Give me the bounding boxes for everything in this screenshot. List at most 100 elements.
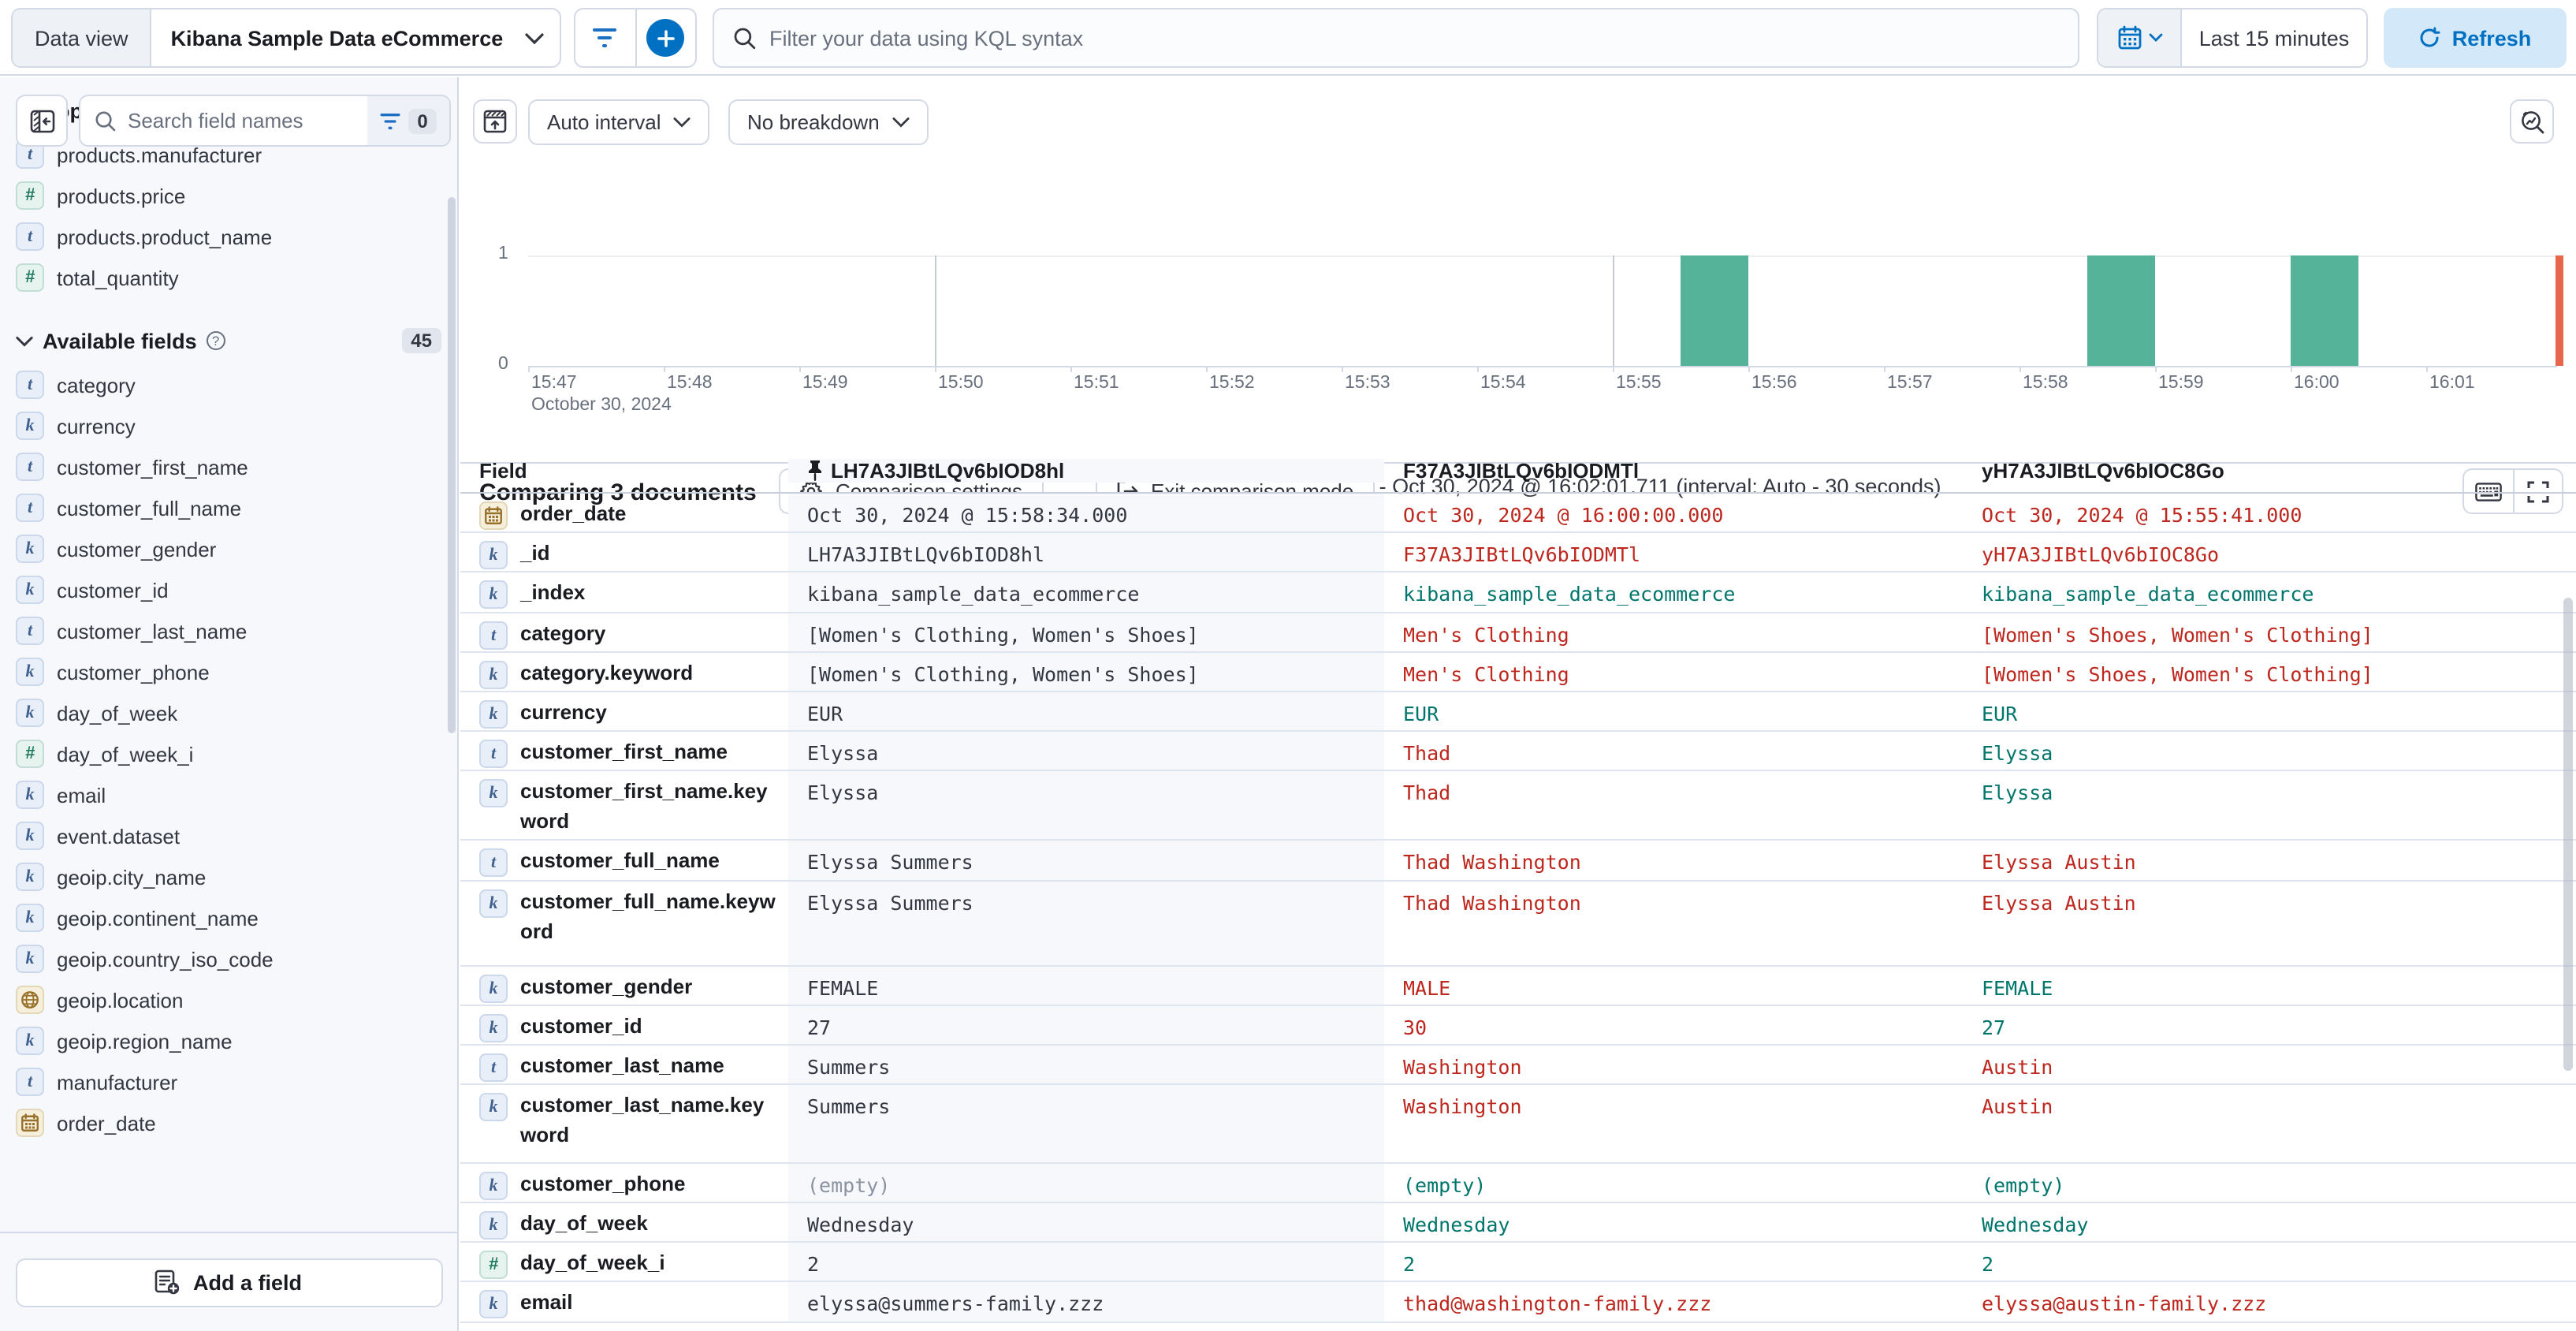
keyword-field-icon: k <box>16 576 44 604</box>
field-list-item[interactable]: t products.manufacturer <box>0 134 457 175</box>
field-list-item[interactable]: k customer_id <box>0 569 457 610</box>
base-doc-cell: FEMALE <box>788 967 1384 1005</box>
data-view-selector[interactable]: Kibana Sample Data eCommerce <box>152 26 560 50</box>
base-doc-cell: (empty) <box>788 1164 1384 1202</box>
filters-button[interactable] <box>575 9 635 66</box>
field-label: day_of_week <box>57 701 178 725</box>
available-fields-header[interactable]: Available fields ? 45 <box>0 323 457 358</box>
fields-sidebar: Search field names 0 Popular fields ? 4 … <box>0 77 459 1331</box>
field-list-item[interactable]: # total_quantity <box>0 257 457 298</box>
table-row: k _index kibana_sample_data_ecommerce kiban… <box>460 572 2576 613</box>
field-list-item[interactable]: # day_of_week_i <box>0 733 457 774</box>
doc-id-2[interactable]: yH7A3JIBtLQv6bIOC8Go <box>1982 459 2224 483</box>
field-list-item[interactable]: t category <box>0 364 457 405</box>
field-list-item[interactable]: k geoip.region_name <box>0 1020 457 1061</box>
keyword-field-icon: k <box>479 975 508 1003</box>
comparison-doc-value: Thad <box>1403 741 1451 765</box>
field-list-item[interactable]: t customer_first_name <box>0 446 457 487</box>
fullscreen-button[interactable] <box>2512 470 2562 513</box>
sidebar-scrollbar[interactable] <box>448 197 456 733</box>
field-name-cell: t customer_last_name <box>460 1046 788 1083</box>
histogram-bar[interactable] <box>2087 255 2155 366</box>
field-label: products.product_name <box>57 225 273 248</box>
comparison-doc-value: EUR <box>1403 702 1439 725</box>
doc-id-1[interactable]: F37A3JIBtLQv6bIODMTl <box>1403 459 1640 483</box>
field-list-item[interactable]: k currency <box>0 405 457 446</box>
field-name-cell: k customer_first_name.keyword <box>460 771 788 839</box>
field-list-item[interactable]: k geoip.city_name <box>0 856 457 897</box>
field-list-item[interactable]: geoip.location <box>0 979 457 1020</box>
add-field-button[interactable]: Add a field <box>15 1258 442 1307</box>
add-filter-button[interactable] <box>635 9 695 66</box>
breakdown-select[interactable]: No breakdown <box>728 99 929 145</box>
field-filter-button[interactable]: 0 <box>367 96 449 145</box>
comparison-doc-value: Austin <box>1982 1055 2053 1079</box>
field-name-cell: k day_of_week <box>460 1203 788 1241</box>
top-navigation-bar: Data view Kibana Sample Data eCommerce F… <box>0 0 2576 76</box>
explore-in-lens-button[interactable] <box>2510 99 2554 144</box>
chart-options-button[interactable] <box>473 99 517 144</box>
field-list-item[interactable]: k customer_gender <box>0 528 457 569</box>
comparison-doc-value: Elyssa <box>1982 781 2053 804</box>
filter-icon <box>379 113 400 129</box>
x-tick-label: 15:55 <box>1616 374 1662 393</box>
field-list-item[interactable]: t products.product_name <box>0 216 457 257</box>
base-doc-cell: 2 <box>788 1243 1384 1281</box>
table-row: k customer_last_name.keyword Summers Washin… <box>460 1085 2576 1164</box>
search-icon <box>734 27 756 49</box>
collapse-panel-icon <box>29 109 54 132</box>
field-list-item[interactable]: k day_of_week <box>0 692 457 733</box>
base-doc-cell: Elyssa Summers <box>788 882 1384 965</box>
field-list-item[interactable]: k geoip.continent_name <box>0 897 457 938</box>
base-doc-value: 27 <box>807 1016 832 1039</box>
field-list-item[interactable]: order_date <box>0 1102 457 1143</box>
interval-select[interactable]: Auto interval <box>528 99 710 145</box>
chevron-down-icon <box>892 117 910 128</box>
field-list-item[interactable]: t customer_full_name <box>0 487 457 528</box>
comparison-table: Field LH7A3JIBtLQv6bIOD8hl F37A3JIBtLQv6… <box>460 449 2576 1323</box>
field-name-cell: k customer_full_name.keyword <box>460 882 788 965</box>
field-search-input[interactable]: Search field names <box>128 109 303 132</box>
table-row: t customer_last_name Summers Washington Aust… <box>460 1046 2576 1085</box>
comparison-doc-value: thad@washington-family.zzz <box>1403 1292 1712 1315</box>
comparison-doc-cell: Thad Washington <box>1384 841 1963 880</box>
histogram-chart[interactable]: 1 0 15:47 15:48 15:49 15:50 15:51 15:52 15:53 1… <box>460 150 2576 498</box>
date-picker-button[interactable] <box>2098 9 2182 66</box>
base-doc-cell: Summers <box>788 1085 1384 1162</box>
base-doc-value: 2 <box>807 1252 820 1276</box>
kql-search-input[interactable]: Filter your data using KQL syntax <box>713 8 2079 68</box>
keyword-field-icon: k <box>479 889 508 918</box>
time-range-button[interactable]: Last 15 minutes <box>2198 26 2350 50</box>
x-tick-mark <box>2291 366 2292 372</box>
gridline-vertical <box>1613 255 1614 366</box>
field-list-item[interactable]: k event.dataset <box>0 815 457 856</box>
field-list-item[interactable]: k customer_phone <box>0 651 457 692</box>
field-label: currency <box>57 414 136 438</box>
field-name: day_of_week <box>520 1211 648 1235</box>
field-list-item[interactable]: # products.price <box>0 175 457 216</box>
field-list-item[interactable]: t customer_last_name <box>0 610 457 651</box>
histogram-bar[interactable] <box>2291 255 2358 366</box>
field-name: customer_first_name.keyword <box>520 779 768 833</box>
field-name: _id <box>520 541 550 565</box>
main-content: Auto interval No breakdown 1 0 15:47 15:4… <box>460 77 2576 1331</box>
text-field-icon: t <box>479 621 508 650</box>
x-tick-mark <box>935 366 936 372</box>
table-row: # day_of_week_i 2 2 2 <box>460 1243 2576 1282</box>
refresh-button[interactable]: Refresh <box>2384 8 2567 68</box>
field-list-item[interactable]: t manufacturer <box>0 1061 457 1102</box>
table-body: order_date Oct 30, 2024 @ 15:58:34.000 Oct… <box>460 494 2576 1323</box>
keyword-field-icon: k <box>479 779 508 807</box>
collapse-sidebar-button[interactable] <box>16 95 68 147</box>
comparison-doc-value: Wednesday <box>1982 1213 2089 1236</box>
interval-label: Auto interval <box>547 110 661 134</box>
field-name-cell: k email <box>460 1282 788 1322</box>
field-name: category.keyword <box>520 661 694 684</box>
field-list-item[interactable]: k email <box>0 774 457 815</box>
field-list-item[interactable]: k geoip.country_iso_code <box>0 938 457 979</box>
table-scrollbar[interactable] <box>2563 598 2573 1071</box>
histogram-bar[interactable] <box>1681 255 1748 366</box>
comparison-doc-cell: 2 <box>1963 1243 2576 1281</box>
pinned-doc-column-header[interactable]: LH7A3JIBtLQv6bIOD8hl <box>788 459 1384 483</box>
field-label: customer_last_name <box>57 619 248 643</box>
